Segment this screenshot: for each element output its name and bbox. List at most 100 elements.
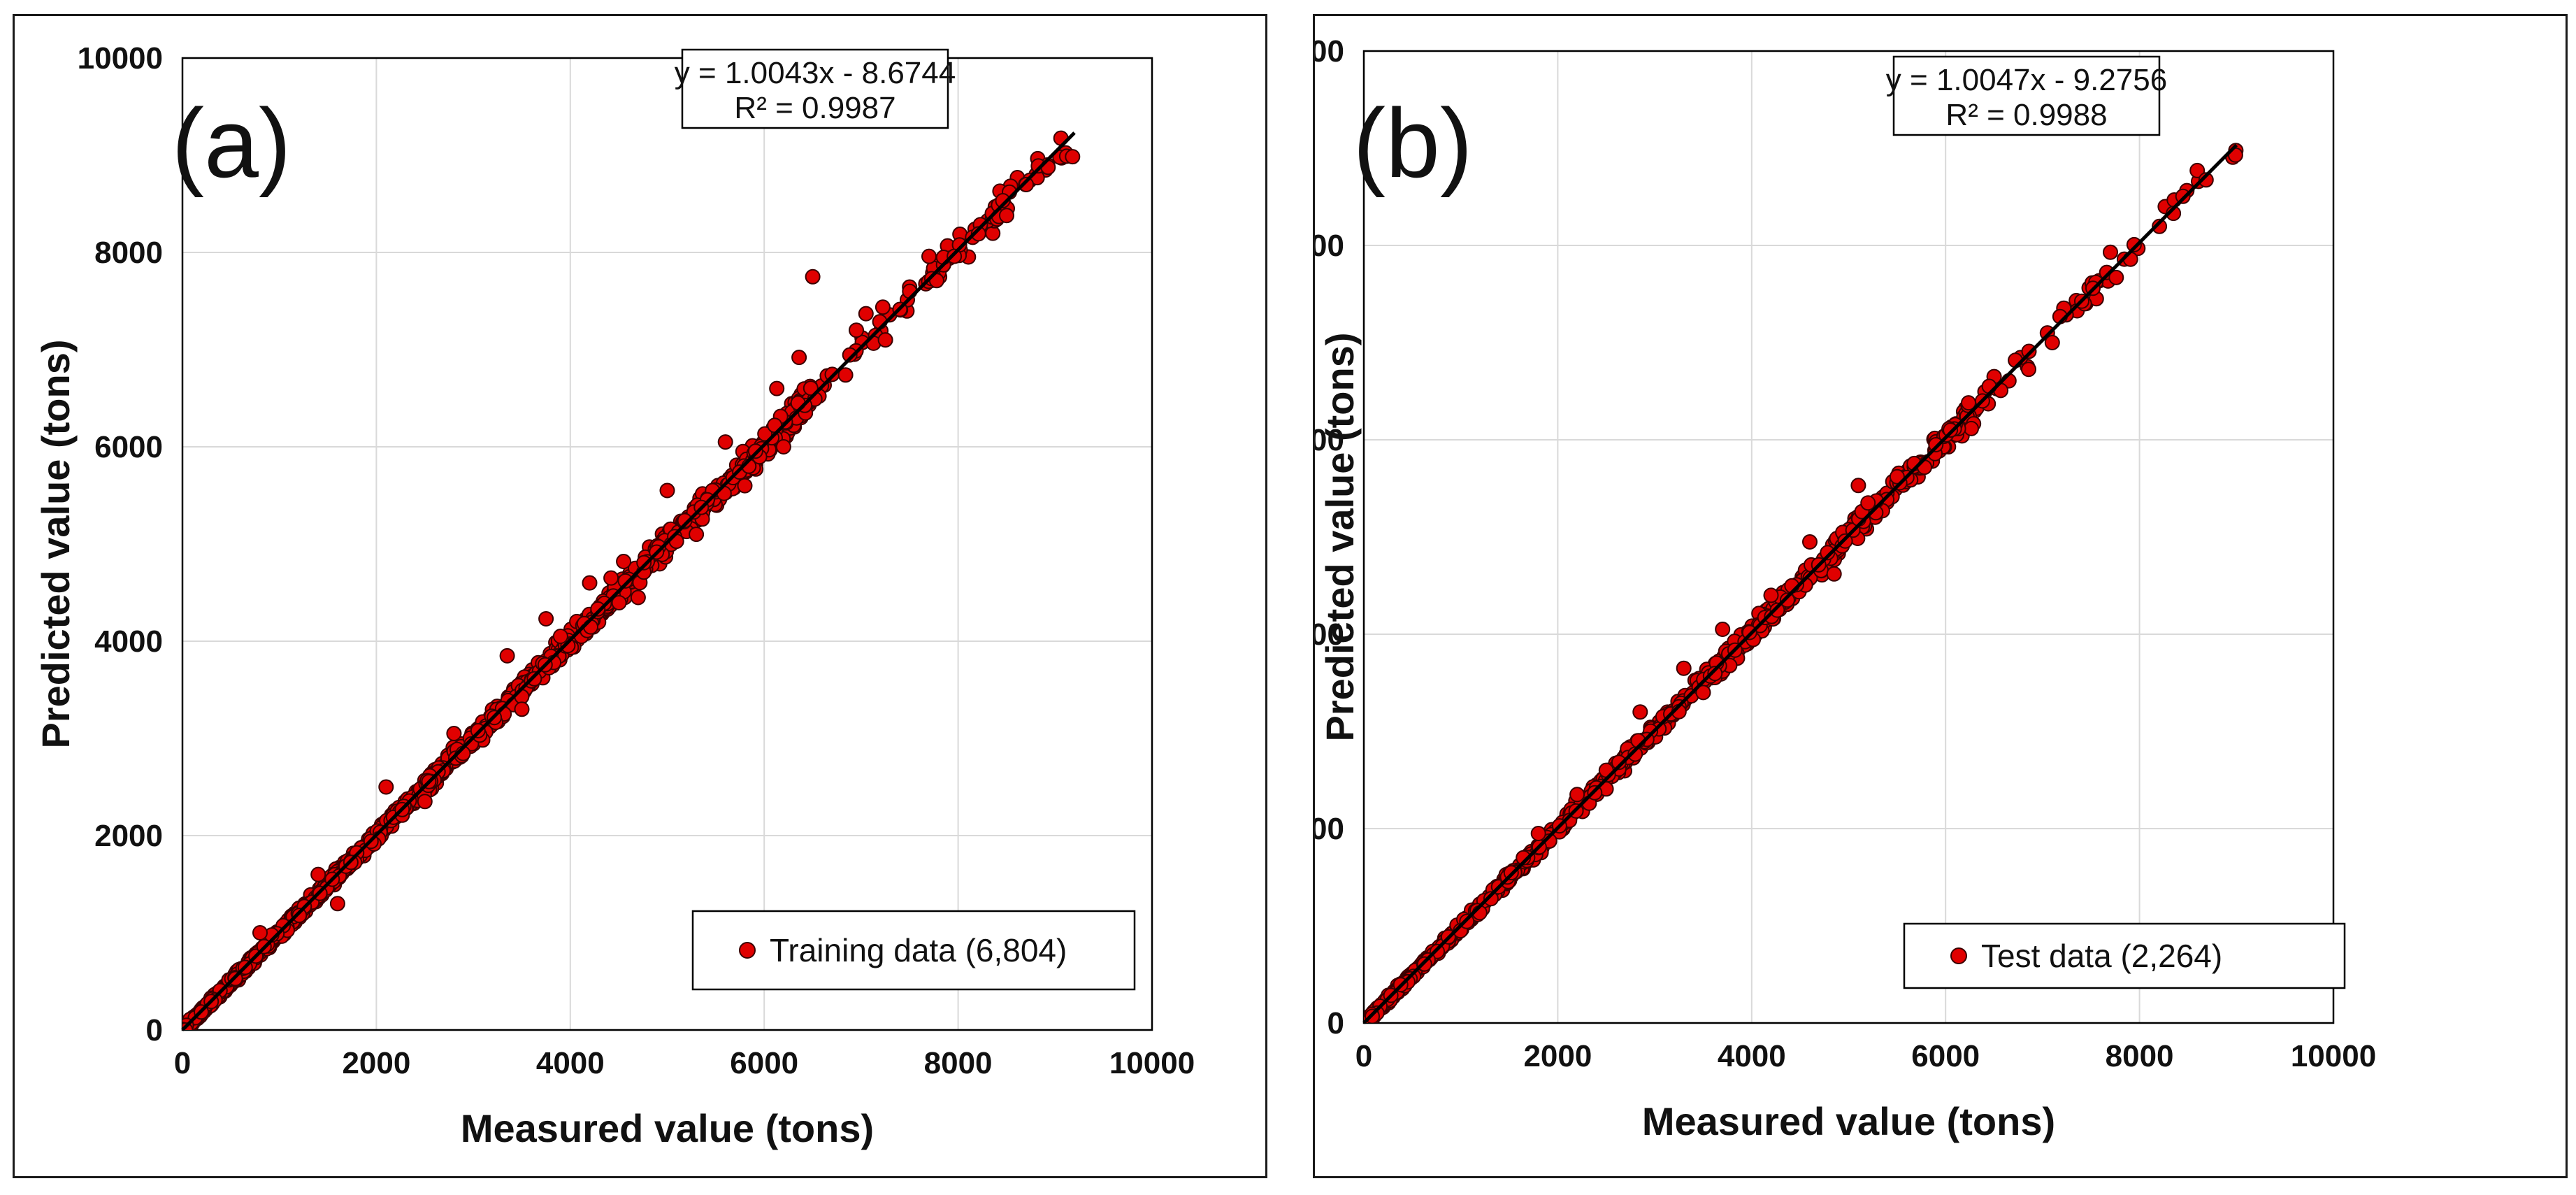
legend-label: Training data (6,804) (770, 932, 1067, 968)
trendline (1362, 143, 2238, 1024)
data-point (659, 482, 675, 499)
x-tick-label: 8000 (924, 1046, 993, 1080)
data-point (252, 925, 268, 940)
equation-box (1892, 55, 2161, 136)
data-point (1632, 704, 1648, 720)
data-point (1695, 685, 1711, 701)
x-tick-label: 6000 (730, 1046, 798, 1080)
gridlines (1364, 51, 2333, 1023)
data-point (538, 611, 554, 627)
x-tick-label: 6000 (1911, 1039, 1980, 1073)
data-point (1943, 422, 1959, 438)
x-tick-label: 10000 (2291, 1039, 2376, 1073)
data-point (2108, 269, 2124, 285)
legend-marker (1950, 947, 1967, 964)
data-point (636, 554, 652, 571)
x-axis-title: Measured value (tons) (1642, 1099, 2055, 1143)
data-point (1964, 420, 1979, 436)
data-point (775, 439, 791, 455)
data-point (1779, 592, 1795, 608)
y-tick-label: 6000 (94, 430, 163, 464)
data-point (1889, 468, 1905, 485)
x-tick-label: 4000 (536, 1046, 605, 1080)
data-point (1850, 478, 1866, 494)
x-tick-label: 8000 (2106, 1039, 2174, 1073)
data-point (805, 269, 821, 285)
data-point (616, 554, 632, 569)
data-point (1820, 545, 1836, 561)
gridlines (182, 58, 1152, 1030)
data-point (1769, 602, 1785, 618)
plot-area-frame (181, 57, 1153, 1031)
y-tick-label: 10000 (78, 41, 163, 76)
data-point (514, 701, 530, 717)
data-point (2152, 218, 2168, 234)
regression-equation: y = 1.0043x - 8.6744 (675, 56, 956, 90)
data-point (2044, 335, 2060, 350)
data-point (717, 434, 733, 450)
data-point (499, 647, 515, 664)
x-axis-title: Measured value (tons) (461, 1106, 874, 1150)
data-point (590, 601, 606, 617)
y-tick-label: 8000 (1315, 229, 1344, 263)
data-point (803, 380, 819, 396)
chart-b-svg: 0 2000 4000 6000 8000 10000 0 2000 4000 6000 8000 1… (1315, 34, 2376, 1143)
data-point (526, 671, 542, 687)
legend-box (691, 910, 1136, 991)
data-point (1676, 660, 1692, 676)
legend-marker (739, 942, 756, 959)
data-point (1715, 622, 1731, 637)
y-tick-label: 4000 (1315, 617, 1344, 652)
data-point (2126, 236, 2142, 252)
data-point (757, 426, 773, 442)
y-tick-label: 0 (146, 1013, 163, 1047)
y-tick-label: 0 (1327, 1006, 1344, 1040)
data-point (877, 332, 893, 348)
data-point (1763, 587, 1779, 603)
data-point (858, 306, 874, 322)
y-tick-label: 10000 (1315, 34, 1344, 69)
data-point (1611, 754, 1627, 771)
data-point (292, 908, 308, 924)
x-tick-label: 2000 (1523, 1039, 1592, 1073)
data-point (1530, 826, 1546, 841)
x-tick-label: 10000 (1109, 1046, 1195, 1080)
data-point (329, 896, 345, 912)
data-point (999, 208, 1014, 224)
data-point (737, 478, 753, 494)
data-point (2103, 244, 2118, 260)
data-point (1860, 495, 1876, 511)
data-point (2198, 172, 2214, 188)
x-tick-label: 0 (1355, 1039, 1372, 1073)
x-tick-label: 2000 (342, 1046, 410, 1080)
data-point (552, 629, 568, 644)
legend-label: Test data (2,264) (1981, 938, 2222, 974)
chart-panel-a: 0 2000 4000 6000 8000 10000 0 2000 4000 6000 8000 1… (13, 14, 1267, 1178)
y-axis-title: Predicted value (tons) (1318, 332, 1362, 741)
data-point (378, 779, 394, 795)
y-axis-title: Predicted value (tons) (34, 339, 78, 748)
chart-a-svg: 0 2000 4000 6000 8000 10000 0 2000 4000 6000 8000 1… (34, 41, 1195, 1150)
data-point (611, 595, 627, 610)
legend-box (1903, 922, 2346, 989)
data-point (791, 350, 807, 366)
data-point (1065, 149, 1081, 165)
chart-panel-b: 0 2000 4000 6000 8000 10000 0 2000 4000 6000 8000 1… (1313, 14, 2568, 1178)
data-point (1019, 177, 1035, 192)
data-point (837, 367, 854, 383)
data-point (842, 347, 858, 363)
data-point (630, 589, 646, 606)
panel-label: (a) (171, 88, 291, 198)
data-point (769, 380, 785, 396)
data-point (689, 527, 705, 543)
data-point (1483, 891, 1499, 907)
data-point (2021, 362, 2036, 378)
r-squared-label: R² = 0.9988 (1945, 98, 2107, 132)
data-point (1928, 437, 1944, 452)
equation-box (681, 48, 949, 129)
data-point (446, 726, 462, 741)
data-point (995, 193, 1011, 208)
data-point (310, 866, 326, 882)
data-point (1826, 566, 1842, 582)
plot-area-frame (1362, 50, 2335, 1024)
